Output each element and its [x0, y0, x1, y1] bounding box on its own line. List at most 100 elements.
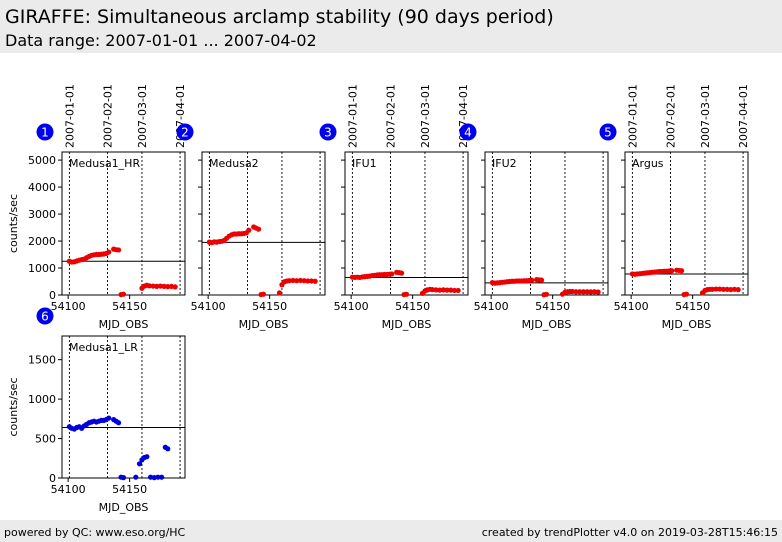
plot-frame — [201, 151, 326, 296]
data-point — [429, 287, 435, 293]
data-point — [577, 289, 583, 295]
data-point — [246, 227, 252, 233]
plot-frame — [344, 151, 469, 296]
data-point — [172, 284, 178, 290]
data-point — [161, 283, 167, 289]
date-label: 2007-01-01 — [346, 84, 359, 148]
page-title: GIRAFFE: Simultaneous arclamp stability … — [5, 6, 554, 28]
y-tick-label: 1500 — [28, 354, 56, 367]
panel-number-badge — [36, 307, 54, 325]
plot-frame — [61, 151, 186, 296]
data-point — [728, 287, 734, 293]
data-point — [155, 474, 161, 480]
panel-label: Medusa1_HR — [69, 157, 140, 170]
x-tick-label: 54100 — [191, 300, 226, 313]
panel-number-badge — [36, 123, 54, 141]
data-point — [165, 446, 171, 452]
data-point — [678, 268, 685, 274]
data-point — [305, 278, 311, 284]
x-tick-label: 54100 — [51, 300, 86, 313]
x-tick-label: 54150 — [112, 483, 147, 496]
data-point — [255, 226, 262, 232]
date-label: 2007-02-01 — [385, 84, 398, 148]
y-tick-label: 5000 — [28, 154, 56, 167]
data-range-subtitle: Data range: 2007-01-01 ... 2007-04-02 — [5, 31, 317, 50]
data-point — [260, 291, 267, 297]
date-label: 2007-03-01 — [699, 84, 712, 148]
x-axis-label: MJD_OBS — [522, 318, 572, 331]
data-point — [538, 277, 545, 283]
data-point — [440, 287, 446, 293]
data-point — [595, 289, 601, 295]
y-tick-label: 2000 — [28, 235, 56, 248]
y-axis-label: counts/sec — [7, 377, 20, 436]
data-point — [584, 289, 590, 295]
date-label: 2007-02-01 — [102, 84, 115, 148]
data-point — [529, 277, 535, 283]
footer-bar: powered by QC: www.eso.org/HC created by… — [0, 520, 782, 542]
panel-number-label: 3 — [324, 126, 332, 140]
data-point — [115, 420, 122, 426]
data-point — [573, 289, 579, 295]
data-point — [569, 288, 575, 295]
panel-label: IFU1 — [352, 157, 377, 170]
x-axis-label: MJD_OBS — [99, 501, 149, 514]
data-point — [120, 475, 127, 481]
data-point — [389, 271, 395, 277]
y-tick-label: 500 — [35, 433, 56, 446]
x-axis-label: MJD_OBS — [239, 318, 289, 331]
x-tick-label: 54150 — [252, 300, 287, 313]
panel-label: IFU2 — [492, 157, 517, 170]
panel-label: Medusa2 — [209, 157, 259, 170]
x-axis-label: MJD_OBS — [99, 318, 149, 331]
footer-powered-by: powered by QC: www.eso.org/HC — [4, 526, 186, 539]
panel-label: Medusa1_LR — [69, 341, 138, 354]
data-point — [301, 278, 307, 284]
y-tick-label: 0 — [49, 472, 56, 485]
data-point — [451, 287, 458, 294]
panel-number-badge — [599, 123, 617, 141]
x-tick-label: 54100 — [474, 300, 509, 313]
data-point — [106, 415, 112, 421]
y-tick-label: 1000 — [28, 393, 56, 406]
y-axis-label: counts/sec — [7, 194, 20, 253]
data-point — [669, 268, 675, 274]
panel-number-badge — [176, 123, 194, 141]
data-point — [276, 290, 283, 296]
data-point — [154, 283, 160, 289]
data-point — [146, 283, 152, 289]
y-tick-label: 3000 — [28, 208, 56, 221]
panel-number-label: 6 — [41, 310, 49, 324]
date-label: 2007-02-01 — [665, 84, 678, 148]
data-point — [308, 278, 315, 284]
y-tick-label: 1000 — [28, 262, 56, 275]
plot-frame — [61, 335, 186, 479]
data-point — [286, 278, 292, 284]
data-point — [720, 286, 727, 292]
data-point — [717, 286, 723, 292]
date-label: 2007-03-01 — [136, 84, 149, 148]
x-tick-label: 54100 — [614, 300, 649, 313]
x-tick-label: 54100 — [51, 483, 86, 496]
panel-number-badge — [319, 123, 337, 141]
data-point — [724, 286, 730, 292]
panel-label: Argus — [632, 157, 664, 170]
panel-number-label: 5 — [604, 126, 612, 140]
x-axis-label: MJD_OBS — [382, 318, 432, 331]
x-tick-label: 54150 — [112, 300, 147, 313]
date-label: 2007-01-01 — [63, 84, 76, 148]
data-point — [165, 284, 171, 290]
date-label: 2007-03-01 — [419, 84, 432, 148]
panel-number-badge — [459, 123, 477, 141]
panel-number-label: 4 — [464, 126, 472, 140]
data-point — [731, 286, 738, 292]
plot-frame — [484, 151, 609, 296]
y-tick-label: 0 — [49, 289, 56, 302]
footer-created-by: created by trendPlotter v4.0 on 2019-03-… — [481, 526, 778, 539]
data-point — [136, 461, 143, 467]
data-point — [297, 277, 303, 284]
data-point — [444, 287, 450, 293]
data-point — [133, 474, 139, 480]
plots-svg: 1 2007-01-01 2007-02-01 2007-03-01 2007-04-0… — [7, 84, 750, 514]
date-label: 2007-04-01 — [737, 84, 750, 148]
